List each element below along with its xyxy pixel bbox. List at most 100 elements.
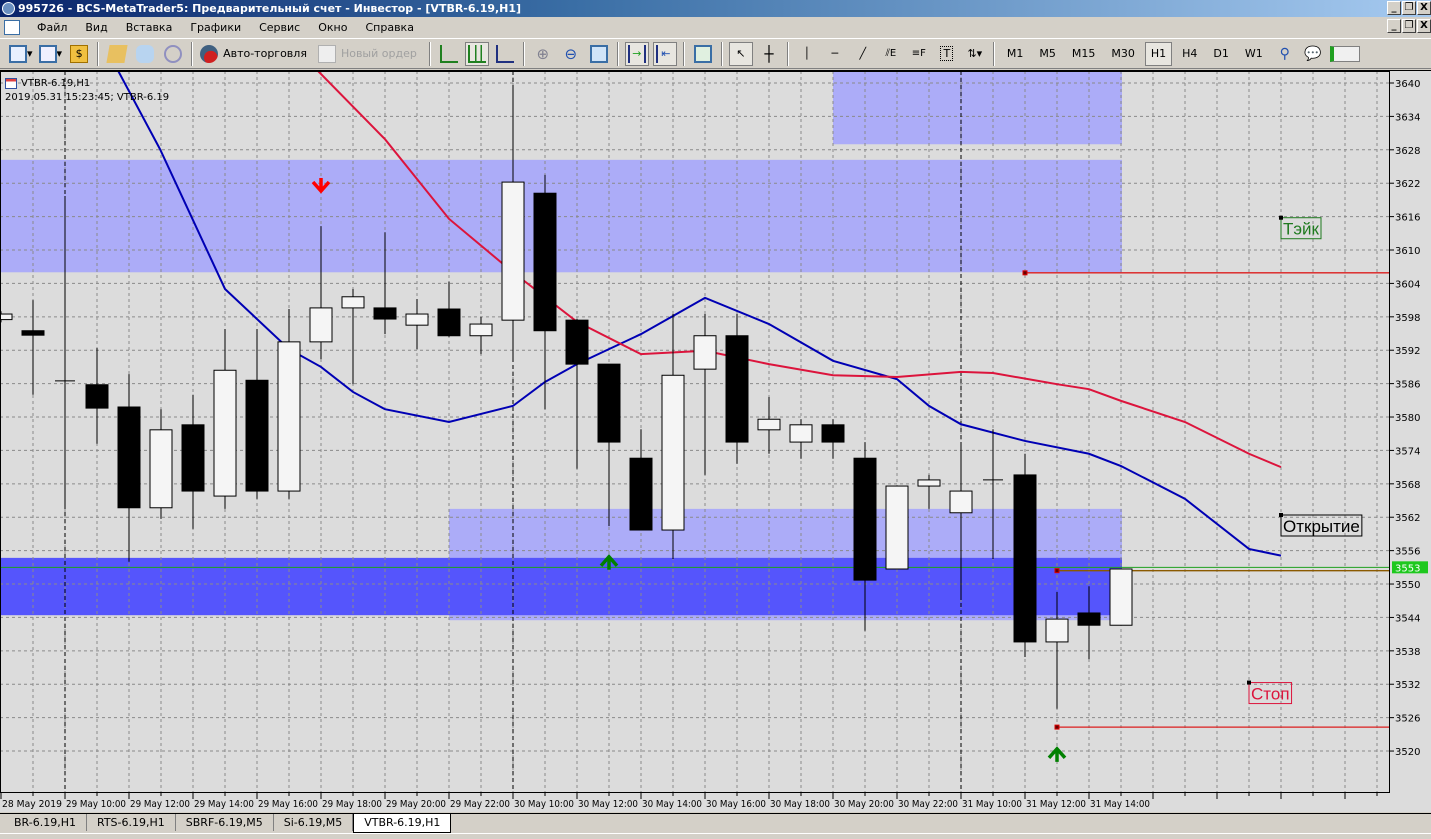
restore-button[interactable]: ❐ xyxy=(1402,1,1416,15)
line-chart-button[interactable] xyxy=(493,42,517,66)
equidistant-channel-tool[interactable]: ⫽E xyxy=(879,42,903,66)
menu-tools[interactable]: Сервис xyxy=(259,21,301,34)
arrows-tool[interactable]: ⇅▾ xyxy=(963,42,987,66)
candle-bear xyxy=(181,424,205,492)
chart-window-icon[interactable] xyxy=(4,20,20,35)
horizontal-line-icon: ─ xyxy=(831,47,839,60)
tab-sbrf[interactable]: SBRF-6.19,M5 xyxy=(176,814,274,831)
child-restore-button[interactable]: ❐ xyxy=(1402,19,1416,33)
chart-info: VTBR-6.19,H1 2019.05.31 15:23:45; VTBR-6… xyxy=(5,76,169,104)
candle-bull xyxy=(917,479,941,487)
level-label: Стоп xyxy=(1251,685,1290,704)
candle-bull xyxy=(405,313,429,326)
chart-symbol: VTBR-6.19,H1 xyxy=(21,77,91,89)
tile-windows-button[interactable] xyxy=(587,42,611,66)
price-tick-label: 3574 xyxy=(1395,446,1420,457)
timeframe-d1[interactable]: D1 xyxy=(1213,47,1229,60)
timeframe-w1[interactable]: W1 xyxy=(1244,47,1263,60)
candle-bear xyxy=(437,308,461,337)
price-tick-label: 3610 xyxy=(1395,246,1420,257)
signals-button[interactable] xyxy=(161,42,185,66)
zoom-in-icon: ⊕ xyxy=(536,44,550,63)
child-minimize-button[interactable]: _ xyxy=(1387,19,1401,33)
auto-scroll-button[interactable]: → xyxy=(624,41,649,66)
bar-chart-button[interactable] xyxy=(437,42,461,66)
candlestick-icon xyxy=(467,44,486,63)
price-tick-label: 3628 xyxy=(1395,146,1420,157)
menu-file[interactable]: Файл xyxy=(37,21,68,34)
chat-button[interactable]: 💬 xyxy=(1301,42,1325,66)
auto-trading-button[interactable]: Авто-торговля xyxy=(199,42,313,66)
tab-si[interactable]: Si-6.19,M5 xyxy=(274,814,354,831)
candle-bull xyxy=(757,418,781,431)
chart-status: 2019.05.31 15:23:45; VTBR-6.19 xyxy=(5,91,170,103)
text-tool[interactable]: T xyxy=(935,42,959,66)
tab-vtbr[interactable]: VTBR-6.19,H1 xyxy=(353,814,452,833)
minimize-button[interactable]: _ xyxy=(1387,1,1401,15)
price-tick-label: 3598 xyxy=(1395,313,1420,324)
arrows-icon: ⇅▾ xyxy=(967,47,983,60)
crosshair-tool[interactable]: ┼ xyxy=(757,42,781,66)
price-chart[interactable]: Тэйк Открытие Стоп 3640 3634 3628 3622 3616 3610… xyxy=(0,71,1431,813)
child-close-button[interactable]: X xyxy=(1417,19,1431,33)
zoom-out-button[interactable]: ⊖ xyxy=(559,42,583,66)
new-order-button[interactable]: Новый ордер xyxy=(317,42,423,66)
menu-charts[interactable]: Графики xyxy=(190,21,242,34)
new-chart-button[interactable]: ▾ xyxy=(8,42,34,66)
candlestick-button[interactable] xyxy=(464,41,489,66)
cloud-button[interactable] xyxy=(133,42,157,66)
vertical-line-tool[interactable]: │ xyxy=(795,42,819,66)
chat-icon: 💬 xyxy=(1304,45,1322,62)
zoom-in-button[interactable]: ⊕ xyxy=(531,42,555,66)
candle-bull xyxy=(949,490,973,514)
menu-insert[interactable]: Вставка xyxy=(125,21,173,34)
search-button[interactable]: ⚲ xyxy=(1273,42,1297,66)
candle-bull xyxy=(341,296,365,309)
chart-tabs: BR-6.19,H1 RTS-6.19,H1 SBRF-6.19,M5 Si-6… xyxy=(0,813,1431,833)
market-watch-button[interactable]: $ xyxy=(67,42,91,66)
level-label: Открытие xyxy=(1283,517,1360,536)
separator xyxy=(522,41,525,66)
menu-help[interactable]: Справка xyxy=(365,21,414,34)
separator xyxy=(191,41,194,66)
candle-bull xyxy=(1045,618,1069,643)
current-price-badge xyxy=(1392,561,1428,574)
timeframe-m5[interactable]: M5 xyxy=(1039,47,1056,60)
profiles-button[interactable]: ▾ xyxy=(38,42,64,66)
label-anchor xyxy=(1279,512,1283,517)
timeframe-h4[interactable]: H4 xyxy=(1182,47,1198,60)
trendline-tool[interactable]: ╱ xyxy=(851,42,875,66)
zone-rect xyxy=(833,71,1122,145)
separator xyxy=(720,41,723,66)
level-anchor xyxy=(1054,568,1060,574)
menu-window[interactable]: Окно xyxy=(318,21,348,34)
price-tick-label: 3622 xyxy=(1395,179,1420,190)
candle-bear xyxy=(629,457,653,531)
time-tick-label: 31 May 14:00 xyxy=(1090,799,1150,810)
tab-br[interactable]: BR-6.19,H1 xyxy=(4,814,87,831)
close-button[interactable]: X xyxy=(1417,1,1431,15)
time-tick-label: 31 May 10:00 xyxy=(962,799,1022,810)
cursor-tool[interactable]: ↖ xyxy=(728,41,753,66)
timeframe-m15[interactable]: M15 xyxy=(1071,47,1096,60)
price-tick-label: 3592 xyxy=(1395,346,1420,357)
separator xyxy=(786,41,789,66)
candle-bull xyxy=(1109,568,1133,626)
navigator-button[interactable] xyxy=(105,42,129,66)
timeframe-m30[interactable]: M30 xyxy=(1111,47,1135,60)
price-tick-label: 3538 xyxy=(1395,647,1420,658)
time-tick-label: 29 May 18:00 xyxy=(322,799,382,810)
timeframe-m1[interactable]: M1 xyxy=(1006,47,1024,60)
chart-shift-button[interactable]: ⇤ xyxy=(652,41,677,66)
fibonacci-tool[interactable]: ≡F xyxy=(907,42,931,66)
chart-window[interactable]: Тэйк Открытие Стоп 3640 3634 3628 3622 3616 3610… xyxy=(0,70,1431,812)
time-tick-label: 29 May 10:00 xyxy=(66,799,126,810)
time-tick-label: 29 May 22:00 xyxy=(450,799,510,810)
menu-view[interactable]: Вид xyxy=(85,21,108,34)
templates-button[interactable] xyxy=(691,42,715,66)
price-tick-label: 3640 xyxy=(1395,79,1420,90)
tab-rts[interactable]: RTS-6.19,H1 xyxy=(87,814,176,831)
time-tick-label: 29 May 20:00 xyxy=(386,799,446,810)
timeframe-h1[interactable]: H1 xyxy=(1144,41,1173,66)
horizontal-line-tool[interactable]: ─ xyxy=(823,42,847,66)
